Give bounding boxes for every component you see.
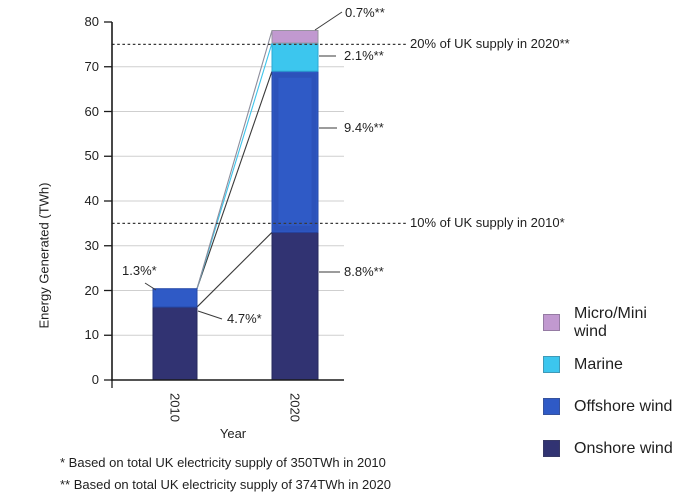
segment-label-onshore-2010: 4.7%* [227, 311, 262, 326]
bar-segment-inner-accent [273, 72, 317, 231]
x-tick-label-2020: 2020 [287, 393, 303, 422]
legend-label-micro-mini-wind: Micro/Mini wind [574, 304, 647, 340]
segment-label-offshore-2020: 9.4%** [344, 120, 384, 135]
legend-label-onshore-wind: Onshore wind [574, 439, 673, 457]
legend-item-marine: Marine [543, 356, 681, 373]
y-axis-title: Energy Generated (TWh) [36, 182, 52, 329]
bar-segment-2020 [271, 42, 319, 72]
y-tick-label: 0 [91, 372, 99, 387]
bar-segment-2020 [271, 231, 319, 381]
y-tick-label: 50 [84, 148, 99, 164]
bar-segment-2010 [152, 288, 198, 308]
legend-swatch-onshore-wind [543, 440, 560, 457]
y-tick-label: 60 [84, 103, 99, 119]
reference-line-label-2020: 20% of UK supply in 2020** [410, 36, 570, 51]
y-tick-label: 80 [84, 14, 99, 29]
segment-label-marine-2020: 2.1%** [344, 48, 384, 63]
annotation-leader-line [144, 282, 157, 291]
y-tick-label: 30 [84, 237, 99, 253]
y-tick-label: 70 [84, 58, 99, 74]
legend: Micro/Mini wind Marine Offshore wind Ons… [543, 305, 681, 482]
annotation-leader-line [197, 310, 223, 320]
annotation-leader-line [314, 11, 343, 31]
legend-label-offshore-wind: Offshore wind [574, 397, 673, 415]
footnote-2010-supply: * Based on total UK electricity supply o… [60, 455, 386, 470]
legend-swatch-marine [543, 356, 560, 373]
segment-label-micro-2020: 0.7%** [345, 5, 385, 20]
series-connector-line [196, 30, 273, 289]
series-connector-line [196, 42, 273, 289]
y-tick-label: 20 [84, 282, 99, 298]
legend-label-marine: Marine [574, 355, 623, 373]
legend-item-offshore-wind: Offshore wind [543, 398, 681, 415]
y-tick-label: 40 [84, 193, 99, 208]
bar-segment-2020 [271, 70, 319, 233]
segment-label-offshore-2010: 1.3%* [122, 263, 157, 278]
bar-segment-2010 [152, 306, 198, 381]
footnote-2020-supply: ** Based on total UK electricity supply … [60, 477, 391, 492]
bar-segment-2020 [271, 30, 319, 44]
x-axis-title: Year [219, 426, 247, 441]
y-tick-label: 10 [84, 327, 99, 343]
legend-swatch-micro-mini-wind [543, 314, 560, 331]
series-connector-line [196, 231, 273, 308]
legend-swatch-offshore-wind [543, 398, 560, 415]
series-connector-line [196, 71, 273, 289]
segment-label-onshore-2020: 8.8%** [344, 264, 384, 279]
legend-item-micro-mini-wind: Micro/Mini wind [543, 305, 681, 340]
x-tick-label-2010: 2010 [167, 393, 183, 422]
reference-line-label-2010: 10% of UK supply in 2010* [410, 215, 565, 230]
legend-item-onshore-wind: Onshore wind [543, 440, 681, 457]
